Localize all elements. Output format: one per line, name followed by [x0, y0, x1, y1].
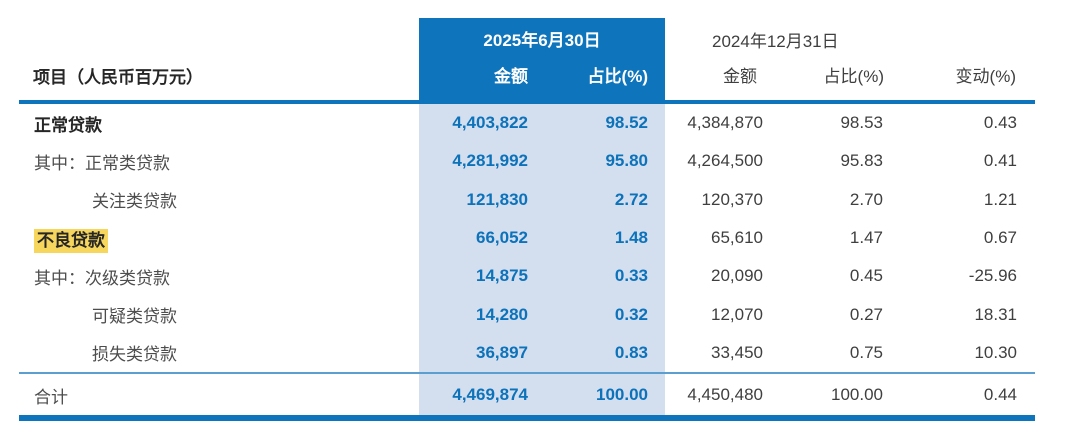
table-row: 正常贷款 4,403,822 98.52 4,384,870 98.53 0.4…	[19, 104, 1035, 142]
table-row: 其中：正常类贷款 4,281,992 95.80 4,264,500 95.83…	[19, 142, 1035, 180]
amount-2025: 14,280	[476, 304, 528, 324]
total-pct-2024: 100.00	[831, 385, 883, 404]
item-column-header: 项目（人民币百万元）	[33, 68, 203, 87]
row-label: 可疑类贷款	[92, 307, 177, 327]
table-row: 不良贷款 66,052 1.48 65,610 1.47 0.67	[19, 219, 1035, 257]
total-row: 合计 4,469,874 100.00 4,450,480 100.00 0.4…	[19, 375, 1035, 415]
pct-2025: 0.33	[614, 266, 648, 286]
header-rule	[19, 100, 1035, 104]
amount-2025: 4,403,822	[452, 113, 528, 133]
pct-2025: 1.48	[614, 228, 648, 248]
amount-2025: 66,052	[476, 228, 528, 248]
row-label: 其中：正常类贷款	[34, 153, 170, 173]
amount-2024: 4,384,870	[687, 113, 763, 133]
total-pct-2025: 100.00	[596, 385, 648, 404]
change-header: 变动(%)	[955, 67, 1016, 86]
amount-2025: 36,897	[476, 342, 528, 362]
change-pct: 1.21	[983, 189, 1017, 209]
pct-2024: 0.75	[849, 342, 883, 362]
current-period-column-highlight	[419, 104, 665, 415]
pct-header-2025: 占比(%)	[587, 67, 648, 86]
amount-header-2024: 金额	[723, 67, 757, 86]
pct-2024: 0.45	[849, 266, 883, 286]
total-change-pct: 0.44	[983, 385, 1017, 404]
change-pct: 18.31	[974, 304, 1017, 324]
change-pct: 0.41	[983, 151, 1017, 171]
amount-2025: 14,875	[476, 266, 528, 286]
total-amount-2025: 4,469,874	[452, 385, 528, 404]
row-label: 其中：次级类贷款	[34, 268, 170, 288]
pct-2024: 0.27	[849, 304, 883, 324]
change-pct: -25.96	[968, 266, 1017, 286]
amount-2024: 12,070	[711, 304, 763, 324]
pct-2024: 1.47	[849, 228, 883, 248]
highlighted-label: 不良贷款	[34, 228, 108, 253]
row-label: 正常贷款	[34, 115, 102, 135]
period-2025-date: 2025年6月30日	[483, 31, 601, 50]
amount-2025: 4,281,992	[452, 151, 528, 171]
table-body: 正常贷款 4,403,822 98.52 4,384,870 98.53 0.4…	[19, 104, 1035, 372]
amount-2025: 121,830	[466, 189, 528, 209]
pct-2024: 2.70	[849, 189, 883, 209]
pct-2024: 98.53	[840, 113, 883, 133]
change-pct: 10.30	[974, 342, 1017, 362]
pct-2025: 98.52	[605, 113, 648, 133]
pct-header-2024: 占比(%)	[823, 67, 884, 86]
total-label: 合计	[34, 387, 68, 407]
table-row: 其中：次级类贷款 14,875 0.33 20,090 0.45 -25.96	[19, 257, 1035, 295]
amount-2024: 20,090	[711, 266, 763, 286]
pct-2025: 2.72	[614, 189, 648, 209]
total-row-rule	[19, 372, 1035, 374]
total-amount-2024: 4,450,480	[687, 385, 763, 404]
amount-2024: 33,450	[711, 342, 763, 362]
amount-2024: 4,264,500	[687, 151, 763, 171]
pct-2024: 95.83	[840, 151, 883, 171]
table-row: 关注类贷款 121,830 2.72 120,370 2.70 1.21	[19, 181, 1035, 219]
change-pct: 0.67	[983, 228, 1017, 248]
row-label: 关注类贷款	[92, 192, 177, 212]
amount-2024: 120,370	[701, 189, 763, 209]
row-label: 不良贷款	[19, 226, 419, 253]
amount-2024: 65,610	[711, 228, 763, 248]
amount-header-2025: 金额	[494, 67, 528, 86]
bottom-rule	[19, 415, 1035, 421]
row-label: 损失类贷款	[92, 345, 177, 365]
pct-2025: 0.83	[614, 342, 648, 362]
pct-2025: 0.32	[614, 304, 648, 324]
pct-2025: 95.80	[605, 151, 648, 171]
current-period-header-panel	[419, 18, 665, 104]
change-pct: 0.43	[983, 113, 1017, 133]
table-row: 损失类贷款 36,897 0.83 33,450 0.75 10.30	[19, 334, 1035, 372]
table-row: 可疑类贷款 14,280 0.32 12,070 0.27 18.31	[19, 295, 1035, 333]
period-2024-date: 2024年12月31日	[712, 32, 839, 51]
